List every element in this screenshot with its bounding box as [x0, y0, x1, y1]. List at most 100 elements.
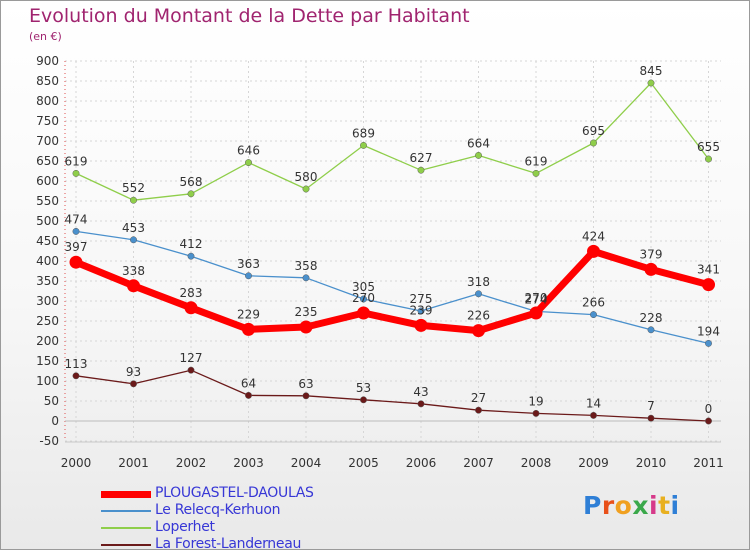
data-label: 379 — [640, 247, 663, 261]
chart-subtitle: (en €) — [29, 30, 62, 43]
data-point — [242, 322, 255, 336]
data-label: 274 — [525, 292, 548, 306]
data-label: 226 — [467, 309, 490, 323]
data-point — [130, 236, 137, 244]
data-label: 619 — [525, 154, 548, 168]
logo-letter: i — [670, 491, 680, 520]
data-point — [647, 414, 655, 422]
legend-item: PLOUGASTEL-DAOULAS — [101, 485, 401, 503]
data-point — [360, 396, 367, 404]
x-tick-label: 2003 — [233, 456, 264, 470]
data-point — [184, 301, 198, 315]
x-tick-label: 2005 — [348, 456, 379, 470]
data-label: 568 — [180, 175, 203, 189]
data-label: 646 — [237, 144, 260, 158]
data-label: 0 — [705, 402, 713, 416]
chart-title: Evolution du Montant de la Dette par Hab… — [29, 5, 470, 27]
data-label: 127 — [180, 351, 203, 365]
data-label: 689 — [352, 126, 375, 140]
series-line-3 — [75, 369, 710, 422]
data-point — [587, 244, 600, 258]
data-point — [245, 391, 252, 399]
series-layer — [69, 79, 715, 425]
grid-layer — [65, 60, 721, 442]
data-label: 93 — [126, 365, 141, 379]
data-label: 53 — [356, 381, 371, 395]
y-tick-label: 500 — [36, 214, 59, 228]
x-tick-label: 2000 — [61, 456, 92, 470]
data-point — [590, 411, 597, 419]
data-label: 14 — [586, 396, 601, 410]
x-tick-label: 2008 — [521, 456, 552, 470]
legend-swatch — [101, 544, 151, 546]
data-point — [245, 272, 252, 280]
y-tick-label: 550 — [36, 194, 59, 208]
data-label: 194 — [697, 324, 720, 338]
data-point — [130, 196, 137, 204]
data-label: 229 — [237, 307, 260, 321]
data-label: 695 — [582, 124, 605, 138]
data-point — [590, 139, 597, 147]
legend-label: La Forest-Landerneau — [155, 536, 302, 552]
data-label: 113 — [65, 357, 88, 371]
legend: PLOUGASTEL-DAOULAS Le Relecq-Kerhuon Loper… — [101, 485, 401, 554]
x-tick-label: 2002 — [176, 456, 207, 470]
data-point — [360, 295, 367, 303]
legend-label: PLOUGASTEL-DAOULAS — [155, 485, 314, 501]
data-point — [187, 366, 195, 374]
logo-letter: r — [601, 491, 615, 520]
data-point — [702, 278, 715, 292]
y-tick-label: 850 — [36, 74, 59, 88]
x-tick-label: 2001 — [118, 456, 149, 470]
data-label: 228 — [640, 311, 663, 325]
legend-label: Le Relecq-Kerhuon — [155, 502, 281, 518]
data-point — [705, 417, 712, 425]
data-point — [647, 79, 655, 87]
axis-layer: -50 0 50 100 150 200 250 300 350 400 450 500 550 600 6… — [36, 54, 724, 470]
y-tick-label: 250 — [36, 314, 59, 328]
legend-swatch — [101, 527, 151, 529]
y-tick-label: 200 — [36, 334, 59, 348]
data-point — [245, 159, 252, 167]
data-point — [647, 326, 655, 334]
data-point — [705, 155, 712, 163]
data-point — [302, 185, 310, 193]
legend-item: La Forest-Landerneau — [101, 536, 401, 554]
data-label: 664 — [467, 136, 490, 150]
legend-item: Loperhet — [101, 519, 401, 537]
logo-letter: x — [632, 491, 649, 520]
proxiti-logo: Proxiti — [583, 491, 680, 520]
data-label: 627 — [410, 151, 433, 165]
data-label: 270 — [352, 291, 375, 305]
x-tick-label: 2010 — [636, 456, 667, 470]
data-point — [187, 190, 195, 198]
y-tick-label: 400 — [36, 254, 59, 268]
data-label: 27 — [471, 391, 486, 405]
data-label: 283 — [180, 286, 203, 300]
x-tick-label: 2007 — [463, 456, 494, 470]
legend-item: Le Relecq-Kerhuon — [101, 502, 401, 520]
y-tick-label: 0 — [51, 414, 59, 428]
y-tick-label: 900 — [36, 54, 59, 68]
data-point — [72, 169, 80, 177]
data-point — [69, 255, 83, 269]
data-point — [529, 306, 543, 320]
y-tick-label: 350 — [36, 274, 59, 288]
y-tick-label: -50 — [39, 434, 59, 448]
data-label: 453 — [122, 221, 145, 235]
x-tick-label: 2009 — [578, 456, 609, 470]
x-tick-label: 2004 — [291, 456, 322, 470]
data-label: 363 — [237, 257, 260, 271]
data-label-layer: 474 453 412 363 358 305 275 318 274 266 228 194 619 5… — [65, 64, 720, 416]
data-label: 64 — [241, 376, 256, 390]
data-point — [417, 400, 425, 408]
y-tick-label: 700 — [36, 134, 59, 148]
data-label: 424 — [582, 229, 605, 243]
data-point — [357, 306, 370, 320]
data-point — [644, 262, 658, 276]
data-point — [705, 339, 712, 347]
data-label: 341 — [697, 263, 720, 277]
y-tick-label: 450 — [36, 234, 59, 248]
data-label: 845 — [640, 64, 663, 78]
